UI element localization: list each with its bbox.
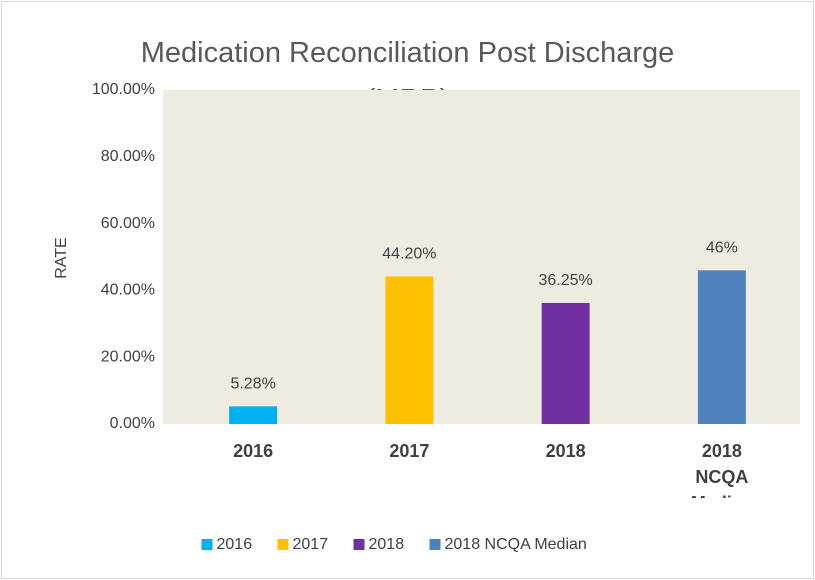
bar — [385, 276, 434, 424]
x-tick-label: 2018 NCQA Median — [691, 441, 753, 498]
legend-swatch — [201, 539, 213, 550]
x-tick-label-box: 2018 NCQA Median — [691, 441, 753, 498]
bar — [541, 302, 590, 424]
y-tick-label: 100.00% — [92, 81, 155, 98]
x-tick-label: 2016 — [233, 441, 274, 461]
bar — [697, 270, 746, 424]
y-tick-label: 40.00% — [101, 282, 155, 299]
legend-label: 2018 — [369, 536, 405, 553]
x-tick-label-box: 2018 — [545, 441, 586, 461]
x-tick-label: 2017 — [389, 441, 430, 461]
legend-swatch — [429, 539, 441, 550]
data-label: 36.25% — [538, 272, 592, 289]
data-label: 5.28% — [230, 376, 275, 393]
y-axis-title: RATE — [53, 237, 70, 278]
legend-label: 2018 NCQA Median — [445, 536, 587, 553]
y-tick-label: 20.00% — [101, 348, 155, 365]
x-tick-label-box: 2017 — [389, 441, 430, 461]
x-tick-label: 2018 — [545, 441, 586, 461]
bar — [229, 406, 278, 424]
y-tick-label: 0.00% — [110, 415, 155, 432]
legend-swatch — [277, 539, 289, 550]
x-tick-label-box: 2016 — [233, 441, 274, 461]
legend-label: 2016 — [217, 536, 253, 553]
data-label: 46% — [706, 240, 738, 257]
y-tick-label: 80.00% — [101, 148, 155, 165]
legend-label: 2017 — [293, 536, 329, 553]
plot-area — [163, 90, 800, 424]
data-label: 44.20% — [382, 246, 436, 263]
legend-swatch — [353, 539, 365, 550]
y-tick-label: 60.00% — [101, 215, 155, 232]
